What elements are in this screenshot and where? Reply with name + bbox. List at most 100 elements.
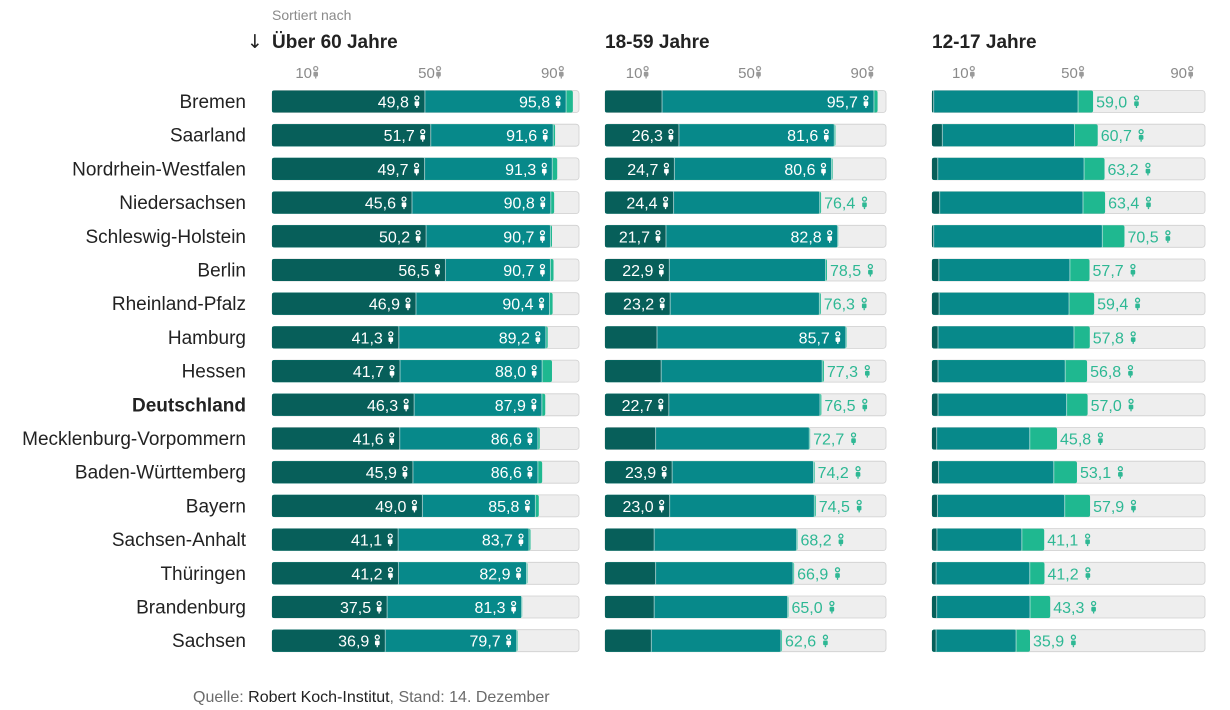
- person-icon: [1130, 499, 1137, 513]
- column-title-18-59[interactable]: 18-59 Jahre: [605, 32, 710, 53]
- bar-row[interactable]: 23,2 76,3: [604, 292, 887, 316]
- person-icon: [1188, 65, 1194, 79]
- column-title-over-60[interactable]: Über 60 Jahre: [272, 32, 398, 53]
- bar-row[interactable]: 37,5 81,3: [271, 595, 580, 619]
- value-label-second-dose: 74,2: [818, 465, 849, 482]
- bar-row[interactable]: 59,0: [931, 90, 1206, 113]
- bar-second-dose: [932, 528, 1022, 551]
- person-icon: [643, 65, 649, 79]
- bar-row[interactable]: 23,9 74,2: [604, 460, 887, 484]
- bar-row[interactable]: 41,3 89,2: [271, 325, 580, 349]
- sort-arrow-icon[interactable]: ↓: [247, 31, 263, 53]
- person-icon: [434, 263, 441, 277]
- bar-first-dose: [272, 191, 412, 214]
- bar-row[interactable]: 41,7 88,0: [271, 359, 580, 383]
- bar-second-dose: [932, 360, 1066, 383]
- bar-row[interactable]: 65,0: [604, 595, 887, 619]
- bar-row[interactable]: 41,2 82,9: [271, 561, 580, 585]
- bar-second-dose: [932, 225, 1103, 248]
- bar-row[interactable]: 56,8: [931, 359, 1206, 383]
- person-icon: [1085, 567, 1091, 580]
- bar-first-dose: [272, 494, 423, 517]
- bar-row[interactable]: 57,9: [931, 494, 1206, 518]
- state-label: Berlin: [197, 261, 246, 282]
- axis-tick-label: 10: [952, 65, 969, 82]
- bar-row[interactable]: 23,0 74,5: [604, 494, 887, 518]
- person-icon: [834, 567, 841, 580]
- value-label-second-dose: 90,8: [504, 196, 535, 213]
- column-title-12-17[interactable]: 12-17 Jahre: [932, 32, 1037, 53]
- bar-row[interactable]: 41,2: [931, 561, 1206, 585]
- person-icon: [1084, 533, 1091, 547]
- bar-row[interactable]: 43,3: [931, 595, 1206, 619]
- bar-row[interactable]: 57,8: [931, 325, 1206, 349]
- bar-first-dose: [932, 292, 940, 315]
- bar-row[interactable]: 41,6 86,6: [271, 427, 580, 450]
- value-label-second-dose: 91,6: [506, 128, 537, 145]
- bar-row[interactable]: 50,2 90,7: [271, 224, 580, 248]
- person-icon: [387, 533, 393, 547]
- bar-row[interactable]: 45,9 86,6: [271, 460, 580, 484]
- person-icon: [829, 600, 835, 614]
- bar-first-dose: [605, 292, 671, 315]
- person-icon: [527, 466, 533, 479]
- bar-first-dose: [605, 562, 656, 585]
- bar-row[interactable]: 21,7 82,8: [604, 224, 887, 248]
- person-icon: [1070, 634, 1077, 648]
- bar-row[interactable]: 57,0: [931, 393, 1206, 417]
- bar-row[interactable]: 24,7 80,6: [604, 157, 887, 181]
- bar-row[interactable]: 70,5: [931, 224, 1206, 248]
- value-label-first-dose: 46,3: [367, 398, 398, 415]
- value-label-first-dose: 41,6: [353, 432, 384, 449]
- bar-row[interactable]: 63,4: [931, 191, 1206, 215]
- state-label: Deutschland: [132, 395, 246, 416]
- bar-row[interactable]: 22,7 76,5: [604, 393, 887, 417]
- bar-row[interactable]: 77,3: [604, 359, 887, 383]
- person-icon: [555, 95, 561, 108]
- bar-row[interactable]: 56,5 90,7: [271, 258, 580, 282]
- bar-row[interactable]: 41,1 83,7: [271, 528, 580, 551]
- value-label-first-dose: 37,5: [340, 600, 371, 617]
- bar-row[interactable]: 62,6: [604, 629, 887, 653]
- bar-first-dose: [272, 90, 425, 113]
- bar-row[interactable]: 68,2: [604, 528, 887, 551]
- value-label-second-dose: 90,7: [503, 229, 534, 246]
- person-icon: [1145, 196, 1152, 210]
- bar-row[interactable]: 85,7: [604, 325, 887, 349]
- bar-row[interactable]: 63,2: [931, 157, 1206, 181]
- person-icon: [414, 95, 420, 108]
- bar-first-dose: [932, 461, 939, 484]
- bar-first-dose: [932, 124, 943, 147]
- bar-row[interactable]: 49,0 85,8: [271, 494, 580, 518]
- value-label-second-dose: 88,0: [495, 364, 526, 381]
- bar-row[interactable]: 35,9: [931, 629, 1206, 653]
- person-icon: [1145, 162, 1151, 176]
- bar-first-dose: [605, 393, 669, 416]
- bar-row[interactable]: 24,4 76,4: [604, 191, 887, 215]
- bar-row[interactable]: 22,9 78,5: [604, 258, 887, 282]
- bar-row[interactable]: 51,7 91,6: [271, 123, 580, 147]
- bar-row[interactable]: 49,8 95,8: [271, 90, 580, 113]
- bar-row[interactable]: 45,8: [931, 427, 1206, 450]
- value-label-first-dose: 24,4: [626, 196, 657, 213]
- bar-row[interactable]: 59,4: [931, 292, 1206, 316]
- bar-row[interactable]: 26,3 81,6: [604, 123, 887, 147]
- bar-first-dose: [605, 596, 655, 618]
- value-label-booster: 56,8: [1090, 364, 1121, 381]
- bar-row[interactable]: 57,7: [931, 258, 1206, 282]
- bar-row[interactable]: 95,7: [604, 90, 887, 113]
- state-label: Baden-Württemberg: [75, 463, 246, 484]
- bar-row[interactable]: 72,7: [604, 427, 887, 450]
- bar-row[interactable]: 66,9: [604, 561, 887, 585]
- bar-row[interactable]: 53,1: [931, 460, 1206, 484]
- bar-row[interactable]: 49,7 91,3: [271, 157, 580, 181]
- bar-row[interactable]: 46,3 87,9: [271, 393, 580, 417]
- bar-row[interactable]: 36,9 79,7: [271, 629, 580, 653]
- bar-first-dose: [932, 629, 937, 652]
- bar-row[interactable]: 60,7: [931, 123, 1206, 147]
- bar-row[interactable]: 46,9 90,4: [271, 292, 580, 316]
- person-icon: [558, 65, 564, 79]
- person-icon: [863, 95, 869, 108]
- bar-row[interactable]: 41,1: [931, 528, 1206, 551]
- bar-row[interactable]: 45,6 90,8: [271, 191, 580, 215]
